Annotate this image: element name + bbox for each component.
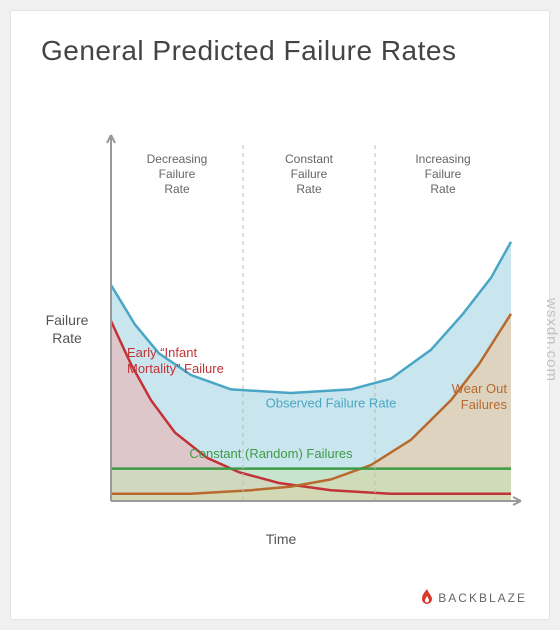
- zone-label: Rate: [164, 182, 190, 196]
- flame-icon: [420, 589, 434, 605]
- zone-label: Constant: [285, 152, 334, 166]
- zone-label: Rate: [430, 182, 456, 196]
- watermark-text: wsxdn.com: [543, 298, 560, 382]
- zone-label: Decreasing: [147, 152, 208, 166]
- label-infant: Mortality” Failure: [127, 361, 224, 376]
- x-axis-label: Time: [31, 531, 531, 547]
- zone-label: Failure: [425, 167, 462, 181]
- zone-label: Increasing: [415, 152, 470, 166]
- label-constant: Constant (Random) Failures: [189, 446, 353, 461]
- chart-card: General Predicted Failure Rates Failure …: [10, 10, 550, 620]
- chart-area: Failure Rate DecreasingFailureRateConsta…: [31, 121, 531, 551]
- brand-text: BACKBLAZE: [438, 591, 527, 605]
- chart-title: General Predicted Failure Rates: [41, 35, 456, 67]
- zone-label: Failure: [291, 167, 328, 181]
- zone-label: Rate: [296, 182, 322, 196]
- y-axis-label: Failure Rate: [31, 311, 103, 347]
- label-infant: Early “Infant: [127, 345, 197, 360]
- brand-footer: BACKBLAZE: [420, 589, 527, 605]
- label-observed: Observed Failure Rate: [266, 395, 397, 410]
- area-constant: [111, 469, 511, 501]
- label-wearout: Failures: [461, 397, 508, 412]
- label-wearout: Wear Out: [452, 381, 508, 396]
- bathtub-curve-svg: DecreasingFailureRateConstantFailureRate…: [31, 121, 531, 529]
- zone-label: Failure: [159, 167, 196, 181]
